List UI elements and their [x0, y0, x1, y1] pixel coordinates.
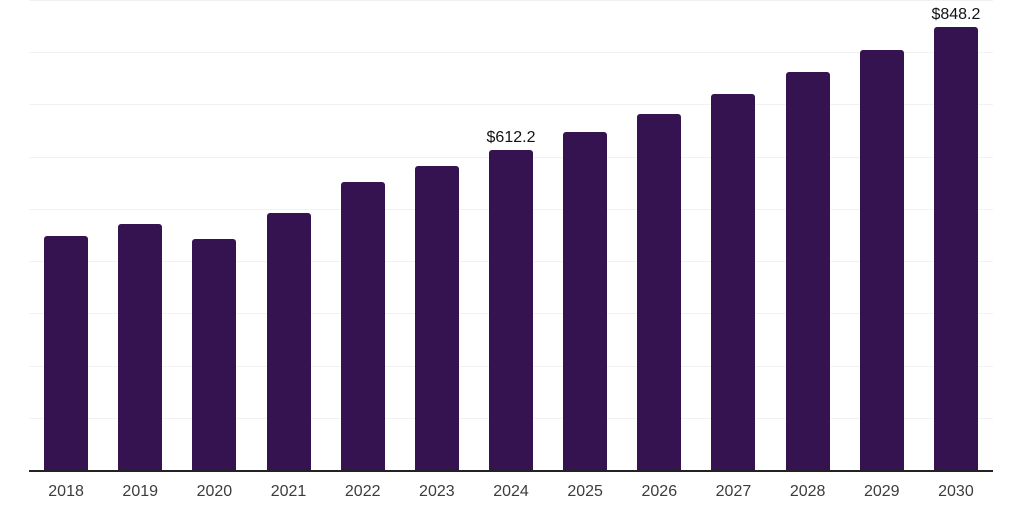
- value-label-2024: $612.2: [486, 129, 536, 147]
- gridline: [29, 104, 993, 106]
- gridline: [29, 52, 993, 54]
- bar-2024: [489, 150, 533, 470]
- bar-2029: [859, 49, 904, 470]
- x-tick-label-2018: 2018: [48, 483, 84, 500]
- bar-2025: [563, 132, 608, 470]
- bar-2022: [340, 182, 385, 470]
- x-tick-label-2021: 2021: [270, 483, 307, 500]
- bar-2020: [192, 239, 237, 470]
- value-label-2030: $848.2: [931, 6, 981, 24]
- x-tick-label-2022: 2022: [344, 483, 381, 500]
- bar-2023: [414, 166, 459, 470]
- bar-2027: [711, 94, 756, 470]
- x-tick-label-2020: 2020: [196, 483, 233, 500]
- bar-2030: [933, 27, 978, 470]
- x-tick-label-2025: 2025: [567, 483, 603, 500]
- x-tick-label-2024: 2024: [493, 483, 529, 500]
- x-tick-label-2026: 2026: [641, 483, 678, 500]
- x-tick-label-2030: 2030: [938, 483, 974, 500]
- x-tick-label-2029: 2029: [863, 483, 900, 500]
- bar-2021: [266, 213, 311, 470]
- x-tick-label-2019: 2019: [122, 483, 159, 500]
- x-axis-line: [29, 470, 993, 472]
- x-tick-label-2028: 2028: [789, 483, 826, 500]
- bar-2028: [785, 71, 830, 470]
- gridline: [29, 0, 993, 1]
- bar-2026: [637, 113, 682, 470]
- bar-2019: [118, 224, 163, 470]
- bar-2018: [44, 236, 89, 470]
- plot-area: $612.2 $848.2: [29, 0, 993, 470]
- x-tick-label-2027: 2027: [715, 483, 752, 500]
- x-tick-label-2023: 2023: [419, 483, 455, 500]
